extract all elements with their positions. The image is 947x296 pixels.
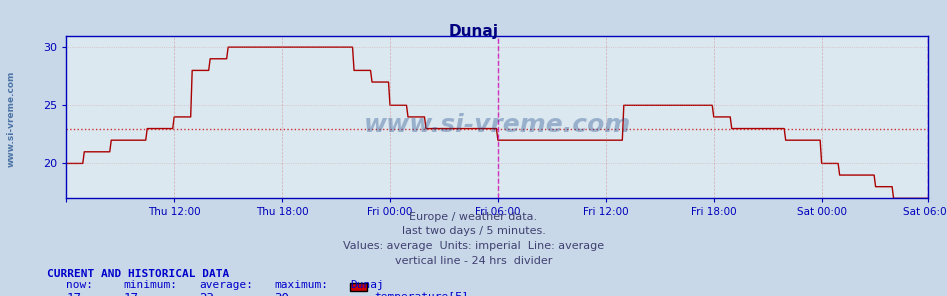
Text: Europe / weather data.: Europe / weather data. <box>409 212 538 222</box>
Text: 23: 23 <box>199 292 214 296</box>
Text: 17: 17 <box>123 292 138 296</box>
Text: average:: average: <box>199 280 253 290</box>
Text: Values: average  Units: imperial  Line: average: Values: average Units: imperial Line: av… <box>343 241 604 251</box>
Text: CURRENT AND HISTORICAL DATA: CURRENT AND HISTORICAL DATA <box>47 269 229 279</box>
Text: vertical line - 24 hrs  divider: vertical line - 24 hrs divider <box>395 256 552 266</box>
Text: 30: 30 <box>275 292 290 296</box>
Text: temperature[F]: temperature[F] <box>374 292 469 296</box>
Text: Dunaj: Dunaj <box>449 24 498 39</box>
Text: now:: now: <box>66 280 94 290</box>
Text: www.si-vreme.com: www.si-vreme.com <box>7 70 16 167</box>
Text: minimum:: minimum: <box>123 280 177 290</box>
Text: last two days / 5 minutes.: last two days / 5 minutes. <box>402 226 545 237</box>
Text: Dunaj: Dunaj <box>350 280 384 290</box>
Text: maximum:: maximum: <box>275 280 329 290</box>
Text: 17: 17 <box>66 292 81 296</box>
Text: www.si-vreme.com: www.si-vreme.com <box>364 113 631 137</box>
